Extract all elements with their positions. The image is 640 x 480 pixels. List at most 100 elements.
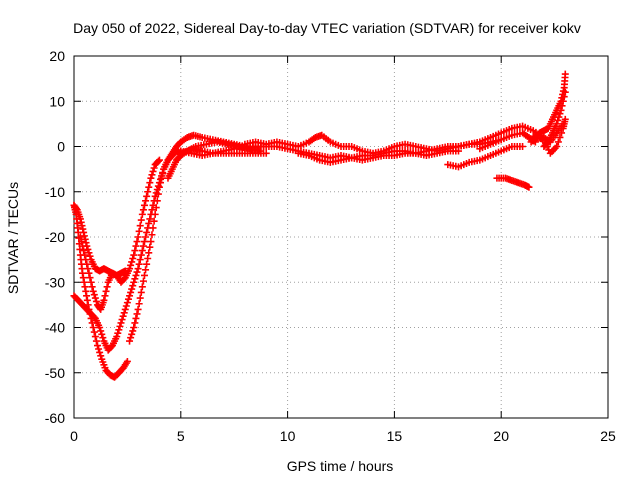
data-point	[143, 260, 151, 268]
y-tick-label: 20	[49, 48, 65, 64]
data-point	[150, 217, 158, 225]
data-point	[132, 314, 140, 322]
data-point	[128, 258, 136, 266]
x-tick-labels: 0 5 10 15 20 25	[70, 428, 616, 444]
data-point	[91, 294, 99, 302]
data-point	[79, 242, 87, 250]
data-point	[142, 197, 150, 205]
data-points	[70, 70, 569, 381]
data-point	[126, 337, 134, 345]
series-track-o	[527, 115, 569, 157]
y-tick-label: 0	[57, 139, 65, 155]
data-point	[101, 292, 109, 300]
data-point	[561, 70, 569, 78]
series-track-b	[70, 201, 131, 381]
data-point	[159, 170, 167, 178]
data-point	[118, 316, 126, 324]
data-point	[140, 271, 148, 279]
data-point	[87, 278, 95, 286]
data-point	[129, 282, 137, 290]
data-point	[134, 265, 142, 273]
grid-lines	[74, 56, 608, 418]
data-point	[132, 271, 140, 279]
data-point	[90, 328, 98, 336]
data-point	[131, 275, 139, 283]
data-point	[558, 102, 566, 110]
data-point	[144, 254, 152, 262]
data-point	[92, 297, 100, 305]
data-point	[153, 197, 161, 205]
data-point	[127, 334, 135, 342]
data-point	[134, 233, 142, 241]
data-point	[88, 283, 96, 291]
data-point	[150, 164, 158, 172]
data-point	[127, 288, 135, 296]
data-point	[91, 333, 99, 341]
data-point	[142, 266, 150, 274]
data-point	[149, 167, 157, 175]
data-point	[96, 348, 104, 356]
data-point	[147, 174, 155, 182]
y-tick-label: -10	[45, 184, 65, 200]
data-point	[553, 120, 561, 128]
chart-title: Day 050 of 2022, Sidereal Day-to-day VTE…	[73, 20, 581, 36]
data-point	[560, 93, 568, 101]
data-point	[151, 210, 159, 218]
data-point	[138, 283, 146, 291]
data-point	[126, 292, 134, 300]
data-point	[82, 287, 90, 295]
x-tick-label: 10	[280, 428, 296, 444]
data-point	[102, 287, 110, 295]
data-point	[76, 233, 84, 241]
data-point	[89, 324, 97, 331]
data-point	[131, 247, 139, 255]
data-point	[154, 190, 162, 198]
data-point	[134, 305, 142, 313]
data-point	[133, 268, 141, 276]
data-point	[81, 251, 89, 259]
data-point	[152, 204, 160, 212]
data-point	[143, 228, 151, 236]
series-track-d	[76, 156, 163, 313]
data-point	[145, 249, 153, 257]
data-point	[553, 143, 561, 150]
y-tick-label: -20	[45, 229, 65, 245]
data-point	[139, 277, 147, 285]
data-point	[79, 274, 87, 282]
data-point	[145, 219, 153, 227]
data-point	[92, 337, 100, 345]
data-point	[123, 357, 131, 365]
data-point	[103, 283, 111, 291]
data-point	[123, 299, 131, 307]
data-point	[83, 292, 91, 300]
data-point	[116, 322, 124, 330]
data-point	[129, 254, 137, 262]
data-point	[557, 106, 565, 114]
data-point	[556, 133, 564, 141]
data-point	[137, 251, 145, 259]
data-point	[86, 274, 94, 282]
data-point	[140, 238, 148, 246]
data-point	[93, 342, 101, 350]
data-point	[120, 309, 128, 317]
data-point	[139, 242, 147, 250]
data-point	[86, 252, 94, 260]
y-tick-label: -60	[45, 410, 65, 426]
data-point	[124, 295, 132, 303]
data-point	[559, 97, 567, 105]
data-point	[128, 330, 136, 338]
data-point	[561, 115, 569, 123]
data-point	[89, 287, 97, 295]
data-point	[127, 261, 135, 269]
data-point	[146, 215, 154, 223]
y-tick-labels: -60 -50 -40 -30 -20 -10 0 10 20	[45, 48, 65, 426]
data-point	[130, 278, 138, 286]
data-point	[81, 283, 89, 291]
series-track-c	[70, 131, 270, 354]
data-point	[82, 239, 90, 247]
data-point	[84, 245, 92, 253]
data-point	[99, 334, 107, 342]
data-point	[136, 294, 144, 302]
x-axis-label: GPS time / hours	[287, 458, 394, 474]
data-point	[149, 224, 157, 232]
